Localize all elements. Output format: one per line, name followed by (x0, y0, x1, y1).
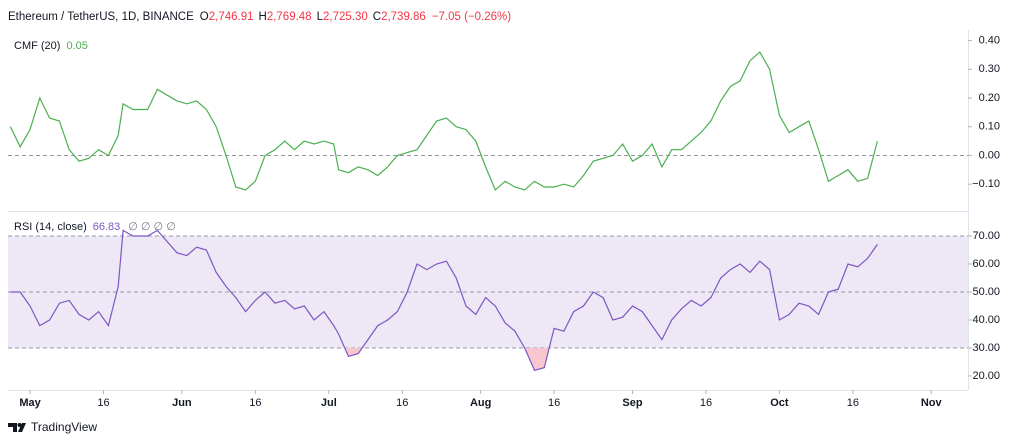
pane-legend: CMF (20) 0.05 (14, 40, 88, 52)
indicator-line (9, 51, 878, 191)
symbol: Ethereum / TetherUS, 1D, BINANCE (8, 11, 194, 23)
y-tick-label: 0.10 (979, 121, 1000, 133)
x-tick-label: 16 (700, 397, 712, 409)
header-line: Ethereum / TetherUS, 1D, BINANCE O2,746.9… (8, 11, 511, 23)
pane-last-value: 0.05 (66, 40, 87, 52)
ohlc-key: L (317, 11, 324, 23)
y-tick-label: 0.30 (979, 63, 1000, 75)
ohlc-value: 2,769.48 (267, 11, 312, 23)
pane-title: RSI (14, close) (14, 221, 87, 233)
y-tick-label: 40.00 (972, 314, 1000, 326)
y-tick-label: 20.00 (972, 370, 1000, 382)
y-tick-label: 0.20 (979, 92, 1000, 104)
tradingview-logo (8, 423, 26, 432)
ohlc: O2,746.91 H2,769.48 L2,725.30 C2,739.86 (200, 11, 426, 23)
pane-legend: RSI (14, close) 66.83 ∅ ∅ ∅ ∅ (14, 221, 176, 233)
change: −7.05 (−0.26%) (432, 11, 511, 23)
y-tick-label: 0.40 (979, 35, 1000, 47)
x-tick-label: 16 (97, 397, 109, 409)
ohlc-value: 2,725.30 (323, 11, 368, 23)
x-tick-label: Aug (470, 397, 491, 409)
y-tick-label: 50.00 (972, 286, 1000, 298)
ohlc-key: O (200, 11, 209, 23)
x-tick-label: Jun (172, 397, 192, 409)
x-tick-label: Nov (921, 397, 943, 409)
indicator-line (10, 229, 878, 372)
brand: TradingView (31, 420, 97, 434)
pane-title: CMF (20) (14, 40, 60, 52)
x-tick-label: May (19, 397, 41, 409)
pane-last-value: 66.83 (93, 221, 121, 233)
y-tick-label: 0.00 (979, 149, 1000, 161)
x-tick-label: 16 (847, 397, 859, 409)
x-tick-label: 16 (396, 397, 408, 409)
x-tick-label: Oct (770, 397, 789, 409)
pane-extra: ∅ ∅ ∅ ∅ (128, 221, 176, 233)
y-tick-label: −0.10 (972, 178, 1000, 190)
ohlc-value: 2,746.91 (209, 11, 254, 23)
x-tick-label: 16 (249, 397, 261, 409)
x-tick-label: 16 (548, 397, 560, 409)
ohlc-key: H (259, 11, 267, 23)
x-tick-label: Sep (622, 397, 642, 409)
ohlc-key: C (373, 11, 381, 23)
ohlc-value: 2,739.86 (381, 11, 426, 23)
x-tick-label: Jul (321, 397, 337, 409)
y-tick-label: 30.00 (972, 342, 1000, 354)
y-tick-label: 70.00 (972, 230, 1000, 242)
y-tick-label: 60.00 (972, 258, 1000, 270)
